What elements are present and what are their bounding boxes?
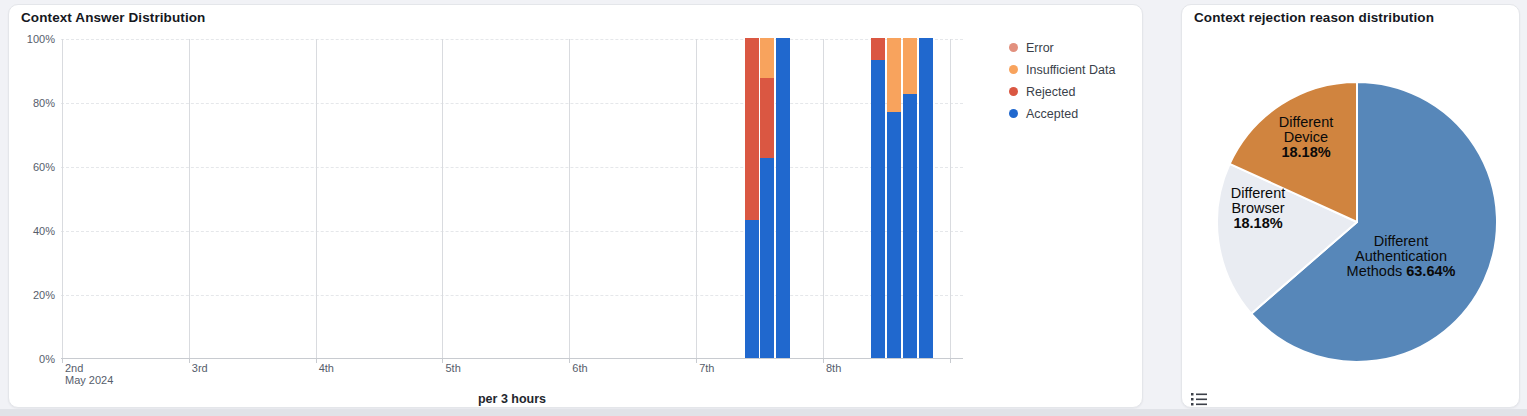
y-tick-label: 20% bbox=[11, 289, 55, 301]
h-gridline bbox=[61, 103, 963, 104]
x-tick bbox=[442, 358, 443, 363]
bar-segment-accepted[interactable] bbox=[919, 38, 933, 358]
bar-chart-plot bbox=[61, 39, 963, 359]
bar-segment-rejected[interactable] bbox=[871, 38, 885, 60]
stacked-bar[interactable] bbox=[776, 39, 790, 358]
y-tick-label: 60% bbox=[11, 161, 55, 173]
legend-dot bbox=[1009, 87, 1018, 96]
legend-label: Insufficient Data bbox=[1026, 63, 1115, 77]
x-axis-month-label: May 2024 bbox=[65, 374, 113, 386]
h-gridline bbox=[61, 39, 963, 40]
h-gridline bbox=[61, 295, 963, 296]
stacked-bar[interactable] bbox=[903, 39, 917, 358]
bar-segment-insufficient_data[interactable] bbox=[903, 38, 917, 94]
bar-segment-accepted[interactable] bbox=[760, 158, 774, 358]
bar-segment-accepted[interactable] bbox=[887, 112, 901, 358]
legend-dot bbox=[1009, 43, 1018, 52]
pie-chart-title: Context rejection reason distribution bbox=[1194, 10, 1507, 25]
bar-segment-insufficient_data[interactable] bbox=[887, 38, 901, 112]
v-gridline bbox=[316, 39, 317, 358]
legend-label: Rejected bbox=[1026, 85, 1075, 99]
legend-dot bbox=[1009, 109, 1018, 118]
h-gridline bbox=[61, 167, 963, 168]
stacked-bar[interactable] bbox=[745, 39, 759, 358]
bar-segment-accepted[interactable] bbox=[776, 38, 790, 358]
bar-segment-accepted[interactable] bbox=[745, 220, 759, 358]
x-tick-label: 7th bbox=[699, 362, 714, 374]
legend-list-icon[interactable] bbox=[1191, 392, 1207, 407]
x-tick bbox=[950, 358, 951, 363]
y-tick-label: 0% bbox=[11, 353, 55, 365]
x-axis-title: per 3 hours bbox=[61, 392, 963, 406]
stacked-bar[interactable] bbox=[760, 39, 774, 358]
x-tick bbox=[696, 358, 697, 363]
y-tick-label: 100% bbox=[11, 33, 55, 45]
h-gridline bbox=[61, 231, 963, 232]
context-rejection-reason-card: Context rejection reason distribution Di… bbox=[1181, 4, 1520, 408]
x-tick bbox=[823, 358, 824, 363]
y-tick-label: 40% bbox=[11, 225, 55, 237]
x-tick-label: 3rd bbox=[192, 362, 208, 374]
dashboard: { "left_panel": { "title": "Context Answ… bbox=[0, 0, 1527, 416]
bar-segment-rejected[interactable] bbox=[745, 38, 759, 220]
context-answer-distribution-card: Context Answer Distribution 0% 20% 40% 60% 8… bbox=[8, 4, 1143, 408]
x-tick-label: 6th bbox=[572, 362, 587, 374]
x-tick bbox=[316, 358, 317, 363]
legend-item-rejected[interactable]: Rejected bbox=[1009, 85, 1115, 98]
stacked-bar[interactable] bbox=[919, 39, 933, 358]
x-tick-label: 5th bbox=[445, 362, 460, 374]
x-tick bbox=[569, 358, 570, 363]
legend-label: Error bbox=[1026, 41, 1054, 55]
x-tick bbox=[189, 358, 190, 363]
v-gridline bbox=[569, 39, 570, 358]
bar-segment-insufficient_data[interactable] bbox=[760, 38, 774, 78]
x-tick-label: 8th bbox=[826, 362, 841, 374]
legend-item-insufficient_data[interactable]: Insufficient Data bbox=[1009, 63, 1115, 76]
v-gridline bbox=[950, 39, 951, 358]
y-tick-label: 80% bbox=[11, 97, 55, 109]
v-gridline bbox=[442, 39, 443, 358]
bar-chart-title: Context Answer Distribution bbox=[21, 10, 1130, 25]
v-gridline bbox=[696, 39, 697, 358]
bar-segment-accepted[interactable] bbox=[871, 60, 885, 358]
bar-segment-rejected[interactable] bbox=[760, 78, 774, 158]
chart-legend: Error Insufficient Data Rejected Accepted bbox=[1009, 41, 1115, 129]
bar-segment-accepted[interactable] bbox=[903, 94, 917, 358]
v-gridline bbox=[823, 39, 824, 358]
legend-item-error[interactable]: Error bbox=[1009, 41, 1115, 54]
x-tick-label: 4th bbox=[319, 362, 334, 374]
v-gridline bbox=[189, 39, 190, 358]
v-gridline bbox=[62, 39, 63, 358]
x-tick-label: 2nd bbox=[65, 362, 83, 374]
stacked-bar[interactable] bbox=[887, 39, 901, 358]
bottom-strip bbox=[0, 409, 1527, 416]
stacked-bar[interactable] bbox=[871, 39, 885, 358]
legend-label: Accepted bbox=[1026, 107, 1078, 121]
legend-item-accepted[interactable]: Accepted bbox=[1009, 107, 1115, 120]
legend-dot bbox=[1009, 65, 1018, 74]
x-tick bbox=[62, 358, 63, 363]
